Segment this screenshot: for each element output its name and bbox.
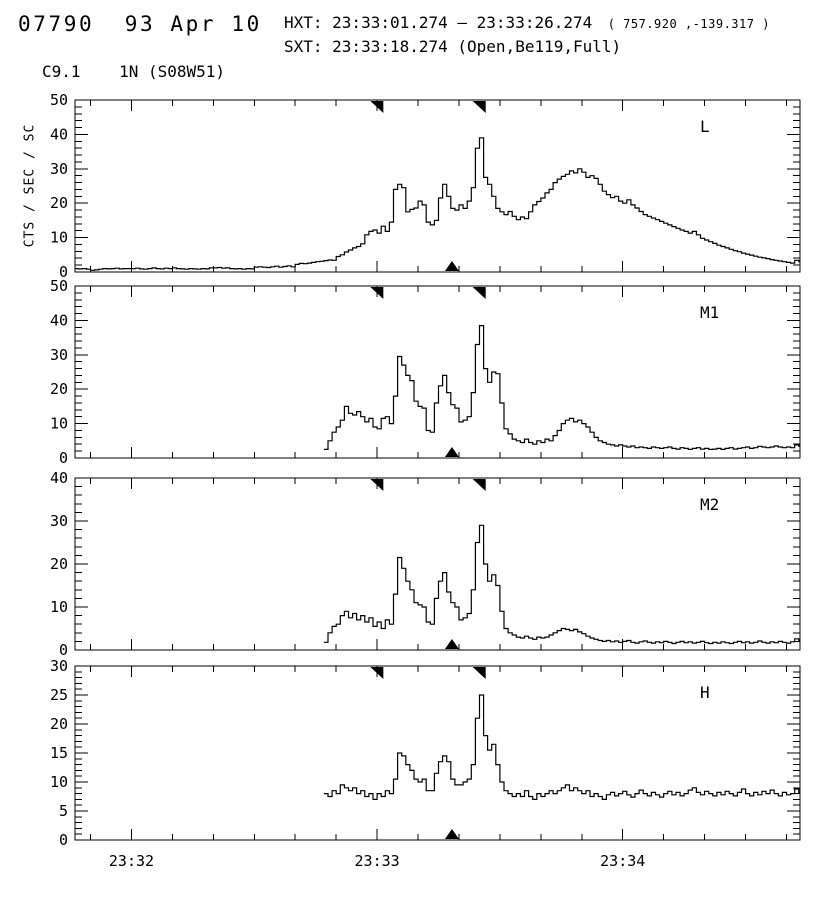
lightcurve-L — [75, 137, 800, 271]
y-tick-label: 30 — [50, 657, 68, 675]
y-tick-label: 0 — [59, 831, 68, 849]
y-tick-label: 40 — [50, 311, 68, 329]
y-tick-label: 20 — [50, 380, 68, 398]
panel-H: 0 5 10 15 20 25 30 H — [50, 657, 801, 849]
y-tick-label: 15 — [50, 744, 68, 762]
panel-H-frame — [74, 665, 801, 841]
x-tick-label: 23:32 — [109, 852, 154, 870]
event-title: 07790 93 Apr 10 — [18, 12, 262, 36]
sxt-exposure-marker-icon — [444, 447, 459, 457]
y-tick-label: 0 — [59, 263, 68, 281]
y-tick-label: 10 — [50, 229, 68, 247]
y-tick-label: 50 — [50, 277, 68, 295]
hxt-interval-marker-icon — [370, 287, 384, 299]
y-tick-label: 0 — [59, 449, 68, 467]
y-tick-label: 30 — [50, 346, 68, 364]
panel-M1-frame — [74, 285, 801, 459]
y-tick-label: 20 — [50, 555, 68, 573]
lightcurve-M2 — [323, 524, 800, 645]
y-tick-label: 0 — [59, 641, 68, 659]
y-tick-label: 25 — [50, 686, 68, 704]
sxt-exposure-marker-icon — [444, 261, 459, 271]
panel-M2-frame — [74, 477, 801, 651]
x-tick-label: 23:34 — [600, 852, 645, 870]
lightcurve-H — [323, 694, 800, 800]
hxt-interval-marker-icon — [370, 479, 384, 491]
x-tick-label: 23:33 — [355, 852, 400, 870]
y-tick-label: 40 — [50, 125, 68, 143]
hxt-interval-marker-icon — [472, 101, 486, 113]
panel-M1-label: M1 — [700, 303, 719, 322]
hxt-interval-marker-icon — [472, 667, 486, 679]
panel-M2-label: M2 — [700, 495, 719, 514]
hxt-interval-marker-icon — [370, 667, 384, 679]
panel-L: 0 10 20 30 40 50 L — [50, 91, 801, 281]
hxt-interval-marker-icon — [472, 479, 486, 491]
panel-M1: 0 10 20 30 40 50 M1 — [50, 277, 801, 467]
y-tick-label: 10 — [50, 598, 68, 616]
panel-M2: 0 10 20 30 40 M2 — [50, 469, 801, 659]
y-tick-label: 30 — [50, 160, 68, 178]
hxt-interval-text: HXT: 23:33:01.274 — 23:33:26.274 — [284, 13, 593, 32]
lightcurve-M1 — [323, 325, 800, 450]
hxt-interval-marker-icon — [370, 101, 384, 113]
y-tick-label: 10 — [50, 415, 68, 433]
panel-L-label: L — [700, 117, 710, 136]
y-tick-label: 20 — [50, 715, 68, 733]
hxt-coordinates: ( 757.920 ,-139.317 ) — [592, 17, 770, 31]
sxt-exposure-marker-icon — [444, 829, 459, 839]
sxt-exposure-line: SXT: 23:33:18.274 (Open,Be119,Full) — [284, 37, 622, 56]
y-tick-label: 50 — [50, 91, 68, 109]
panel-H-label: H — [700, 683, 710, 702]
y-tick-label: 20 — [50, 194, 68, 212]
y-tick-label: 5 — [59, 802, 68, 820]
hxt-interval-marker-icon — [472, 287, 486, 299]
hxt-interval-line: HXT: 23:33:01.274 — 23:33:26.274 ( 757.9… — [284, 13, 770, 32]
y-tick-label: 10 — [50, 773, 68, 791]
sxt-exposure-marker-icon — [444, 639, 459, 649]
flare-class-line: C9.1 1N (S08W51) — [42, 62, 226, 81]
panel-L-frame — [74, 99, 801, 273]
y-tick-label: 30 — [50, 512, 68, 530]
y-tick-label: 40 — [50, 469, 68, 487]
